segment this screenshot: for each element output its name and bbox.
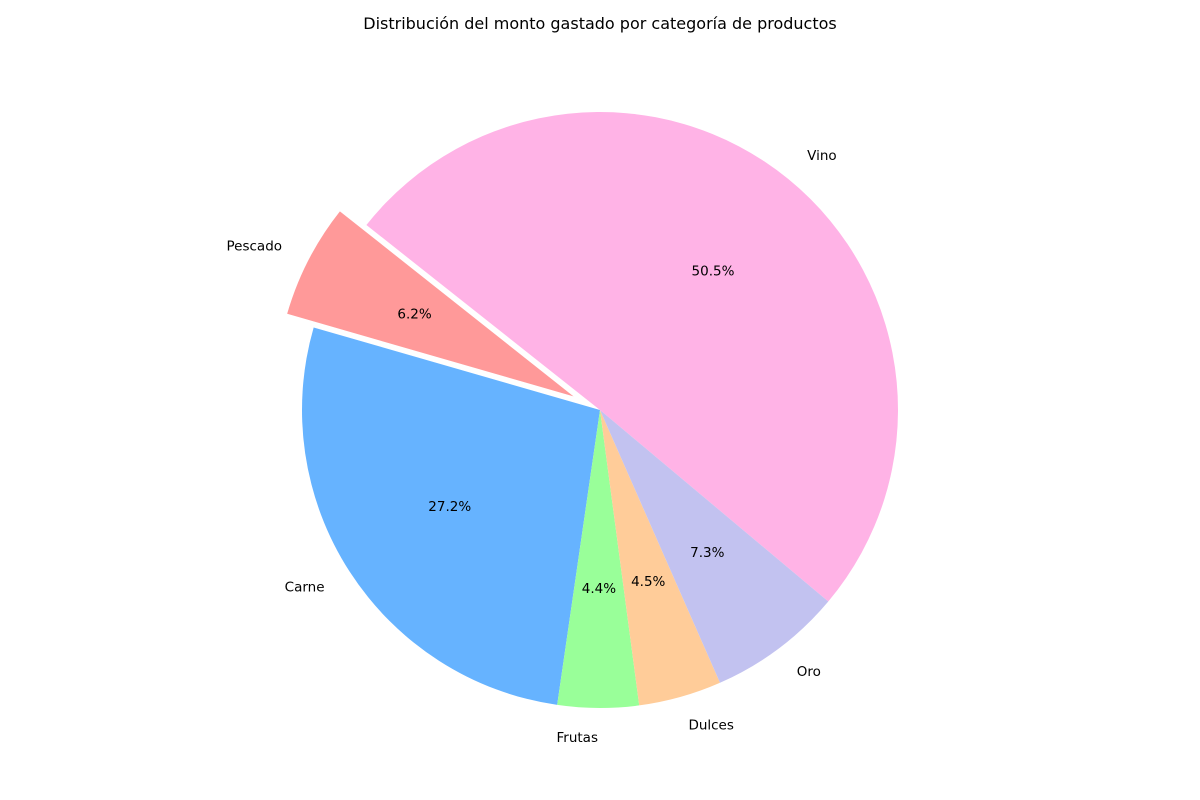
slice-label-dulces: Dulces <box>688 718 733 734</box>
slice-label-vino: Vino <box>807 148 837 164</box>
slice-percent-vino: 50.5% <box>692 263 735 279</box>
pie-slice-vino <box>366 112 898 602</box>
slice-label-oro: Oro <box>797 664 821 680</box>
slice-percent-dulces: 4.5% <box>631 574 665 590</box>
chart-title: Distribución del monto gastado por categ… <box>363 14 837 33</box>
pie-slice-dulces <box>600 410 721 706</box>
pie-labels: Vino 50.5% Pescado 6.2% Carne 27.2% Frutas 4.4%… <box>227 148 837 746</box>
slice-percent-oro: 7.3% <box>690 545 724 561</box>
pie-slice-pescado <box>287 211 574 397</box>
pie-slice-oro <box>600 410 829 683</box>
pie-slice-carne <box>301 327 600 705</box>
pie-slices <box>287 112 898 709</box>
pie-slice-frutas <box>557 410 640 709</box>
slice-label-pescado: Pescado <box>227 238 283 254</box>
slice-percent-pescado: 6.2% <box>397 307 431 323</box>
slice-label-frutas: Frutas <box>556 730 598 746</box>
slice-percent-carne: 27.2% <box>428 499 471 515</box>
slice-label-carne: Carne <box>285 580 325 596</box>
slice-percent-frutas: 4.4% <box>582 581 616 597</box>
